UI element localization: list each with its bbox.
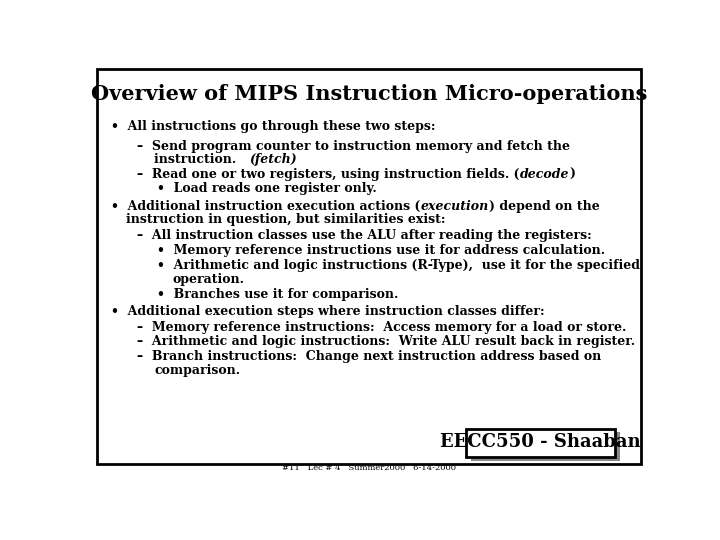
FancyBboxPatch shape xyxy=(466,429,615,457)
Text: •  Memory reference instructions use it for address calculation.: • Memory reference instructions use it f… xyxy=(157,245,605,258)
Text: –  Read one or two registers, using instruction fields. (: – Read one or two registers, using instr… xyxy=(138,168,520,181)
Text: decode: decode xyxy=(520,168,570,181)
Text: •  Load reads one register only.: • Load reads one register only. xyxy=(157,182,377,195)
Text: instruction in question, but similarities exist:: instruction in question, but similaritie… xyxy=(126,213,446,226)
Text: •  All instructions go through these two steps:: • All instructions go through these two … xyxy=(111,120,436,133)
Text: –  Arithmetic and logic instructions:  Write ALU result back in register.: – Arithmetic and logic instructions: Wri… xyxy=(138,335,636,348)
Text: ): ) xyxy=(570,168,575,181)
Text: –  All instruction classes use the ALU after reading the registers:: – All instruction classes use the ALU af… xyxy=(138,230,592,242)
Text: –  Branch instructions:  Change next instruction address based on: – Branch instructions: Change next instr… xyxy=(138,350,602,363)
Text: –  Memory reference instructions:  Access memory for a load or store.: – Memory reference instructions: Access … xyxy=(138,321,627,334)
Text: (fetch): (fetch) xyxy=(250,153,297,166)
Text: –  Send program counter to instruction memory and fetch the: – Send program counter to instruction me… xyxy=(138,140,570,153)
FancyBboxPatch shape xyxy=(96,69,642,464)
Text: •  Arithmetic and logic instructions (R-Type),  use it for the specified: • Arithmetic and logic instructions (R-T… xyxy=(157,259,640,272)
Text: Overview of MIPS Instruction Micro-operations: Overview of MIPS Instruction Micro-opera… xyxy=(91,84,647,104)
Text: execution: execution xyxy=(420,199,489,213)
FancyBboxPatch shape xyxy=(471,433,620,461)
Text: EECC550 - Shaaban: EECC550 - Shaaban xyxy=(440,433,641,451)
Text: comparison.: comparison. xyxy=(154,364,240,377)
Text: instruction.: instruction. xyxy=(154,153,250,166)
Text: operation.: operation. xyxy=(173,273,245,286)
Text: •  Additional instruction execution actions (: • Additional instruction execution actio… xyxy=(111,199,420,213)
Text: ) depend on the: ) depend on the xyxy=(489,199,600,213)
Text: #11   Lec # 4   Summer2000   6-14-2000: #11 Lec # 4 Summer2000 6-14-2000 xyxy=(282,464,456,472)
Text: •  Additional execution steps where instruction classes differ:: • Additional execution steps where instr… xyxy=(111,305,545,318)
Text: •  Branches use it for comparison.: • Branches use it for comparison. xyxy=(157,288,398,301)
